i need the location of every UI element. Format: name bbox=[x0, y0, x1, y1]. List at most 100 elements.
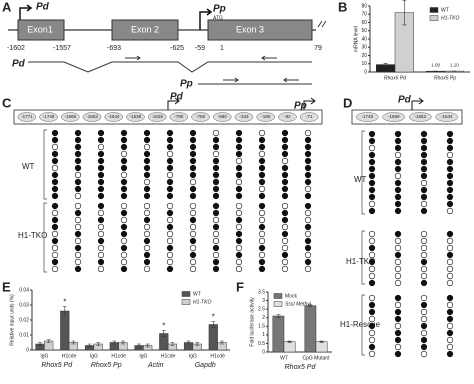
cpg-site bbox=[104, 112, 124, 122]
cpg-circle bbox=[368, 279, 376, 287]
cpg-circle bbox=[446, 265, 454, 273]
cpg-circle bbox=[120, 185, 128, 193]
cpg-circle bbox=[212, 251, 220, 259]
annotation: * bbox=[63, 298, 66, 307]
group-label: H1-TKO bbox=[346, 257, 375, 266]
legend-label: SssI Methyl bbox=[285, 301, 312, 307]
region-box bbox=[351, 109, 463, 125]
y-tick-label: 1 bbox=[262, 332, 265, 338]
cpg-circle bbox=[97, 143, 105, 151]
group-label: Rhox5 Pd bbox=[285, 364, 317, 371]
cpg-circle bbox=[74, 237, 82, 245]
cpg-circle bbox=[304, 185, 312, 193]
x-tick-label: WT bbox=[280, 355, 288, 361]
cpg-circle bbox=[143, 164, 151, 172]
cpg-circle bbox=[143, 202, 151, 210]
cpg-circle bbox=[394, 265, 402, 273]
cpg-circle bbox=[166, 136, 174, 144]
cpg-site bbox=[82, 112, 102, 122]
cpg-circle bbox=[166, 223, 174, 231]
y-tick-label: 20 bbox=[361, 53, 367, 59]
cpg-site-label: -1653 bbox=[414, 114, 426, 119]
cpg-circle bbox=[212, 237, 220, 245]
cpg-circle bbox=[212, 143, 220, 151]
cpg-circle bbox=[166, 237, 174, 245]
error-bar bbox=[87, 343, 92, 348]
cpg-circle bbox=[97, 185, 105, 193]
legend-label: Mock bbox=[285, 293, 297, 299]
cpg-circle bbox=[51, 209, 59, 217]
cpg-circle bbox=[143, 171, 151, 179]
cpg-site bbox=[147, 112, 167, 122]
cpg-circle bbox=[97, 150, 105, 158]
legend-label: H1-TKO bbox=[193, 299, 211, 305]
cpg-circle bbox=[120, 143, 128, 151]
cpg-circle bbox=[212, 223, 220, 231]
cpg-circle bbox=[446, 322, 454, 330]
y-tick-label: 0 bbox=[26, 347, 29, 353]
cpg-circle bbox=[304, 265, 312, 273]
cpg-circle bbox=[189, 216, 197, 224]
legend-swatch bbox=[181, 299, 191, 305]
y-tick-label: 0.04 bbox=[19, 287, 29, 293]
cpg-site bbox=[191, 112, 210, 122]
cpg-circle bbox=[212, 202, 220, 210]
cpg-circle bbox=[235, 178, 243, 186]
cpg-circle bbox=[446, 272, 454, 280]
cpg-circle bbox=[394, 322, 402, 330]
cpg-circle bbox=[304, 192, 312, 200]
cpg-circle bbox=[74, 185, 82, 193]
error-bar bbox=[211, 321, 216, 328]
cpg-circle bbox=[189, 143, 197, 151]
cpg-circle bbox=[258, 223, 266, 231]
y-tick-label: 3.5 bbox=[258, 289, 265, 295]
cpg-circle bbox=[143, 230, 151, 238]
cpg-circle bbox=[74, 216, 82, 224]
error-bar bbox=[120, 340, 125, 345]
cpg-circle bbox=[258, 258, 266, 266]
cpg-circle bbox=[446, 258, 454, 266]
cpg-circle bbox=[394, 207, 402, 215]
cpg-circle bbox=[446, 193, 454, 201]
cpg-circle bbox=[394, 158, 402, 166]
cpg-circle bbox=[143, 216, 151, 224]
cpg-circle bbox=[143, 258, 151, 266]
cpg-circle bbox=[394, 237, 402, 245]
cpg-circle bbox=[166, 129, 174, 137]
cpg-circle bbox=[368, 237, 376, 245]
cpg-site bbox=[382, 112, 406, 122]
cpg-circle bbox=[394, 294, 402, 302]
cpg-circle bbox=[235, 185, 243, 193]
cpg-circle bbox=[212, 230, 220, 238]
cpg-circle bbox=[212, 129, 220, 137]
cpg-circle bbox=[394, 179, 402, 187]
cpg-circle bbox=[74, 171, 82, 179]
error-bar bbox=[71, 340, 76, 345]
gene-diagram: Exon1 Exon 2 Exon 3 Pd Pp ATG -1602 -155… bbox=[7, 2, 327, 90]
cpg-circle bbox=[281, 223, 289, 231]
y-axis-label: Fold luciferase activity bbox=[249, 297, 255, 347]
cpg-circle bbox=[143, 150, 151, 158]
cpg-site bbox=[212, 112, 232, 122]
cpg-circle bbox=[120, 150, 128, 158]
cpg-circle bbox=[189, 230, 197, 238]
cpg-circle bbox=[120, 237, 128, 245]
cpg-circle bbox=[258, 150, 266, 158]
cpg-circle bbox=[166, 265, 174, 273]
cpg-site bbox=[355, 112, 379, 122]
cpg-circle bbox=[304, 237, 312, 245]
cpg-site-label: -343 bbox=[239, 114, 249, 119]
cpg-circle bbox=[368, 350, 376, 358]
cpg-site bbox=[234, 112, 254, 122]
cpg-circle bbox=[74, 258, 82, 266]
panel-label: E bbox=[2, 279, 11, 294]
promoter-arrow bbox=[19, 4, 33, 20]
cpg-circle bbox=[97, 171, 105, 179]
group-label: Rhox5 Pd bbox=[41, 362, 73, 369]
y-tick-label: 30 bbox=[361, 45, 367, 51]
error-bar bbox=[383, 63, 388, 67]
cpg-circle bbox=[368, 179, 376, 187]
y-tick-label: 0.01 bbox=[19, 332, 29, 338]
cpg-site-label: -1669 bbox=[388, 114, 400, 119]
cpg-circle bbox=[304, 216, 312, 224]
